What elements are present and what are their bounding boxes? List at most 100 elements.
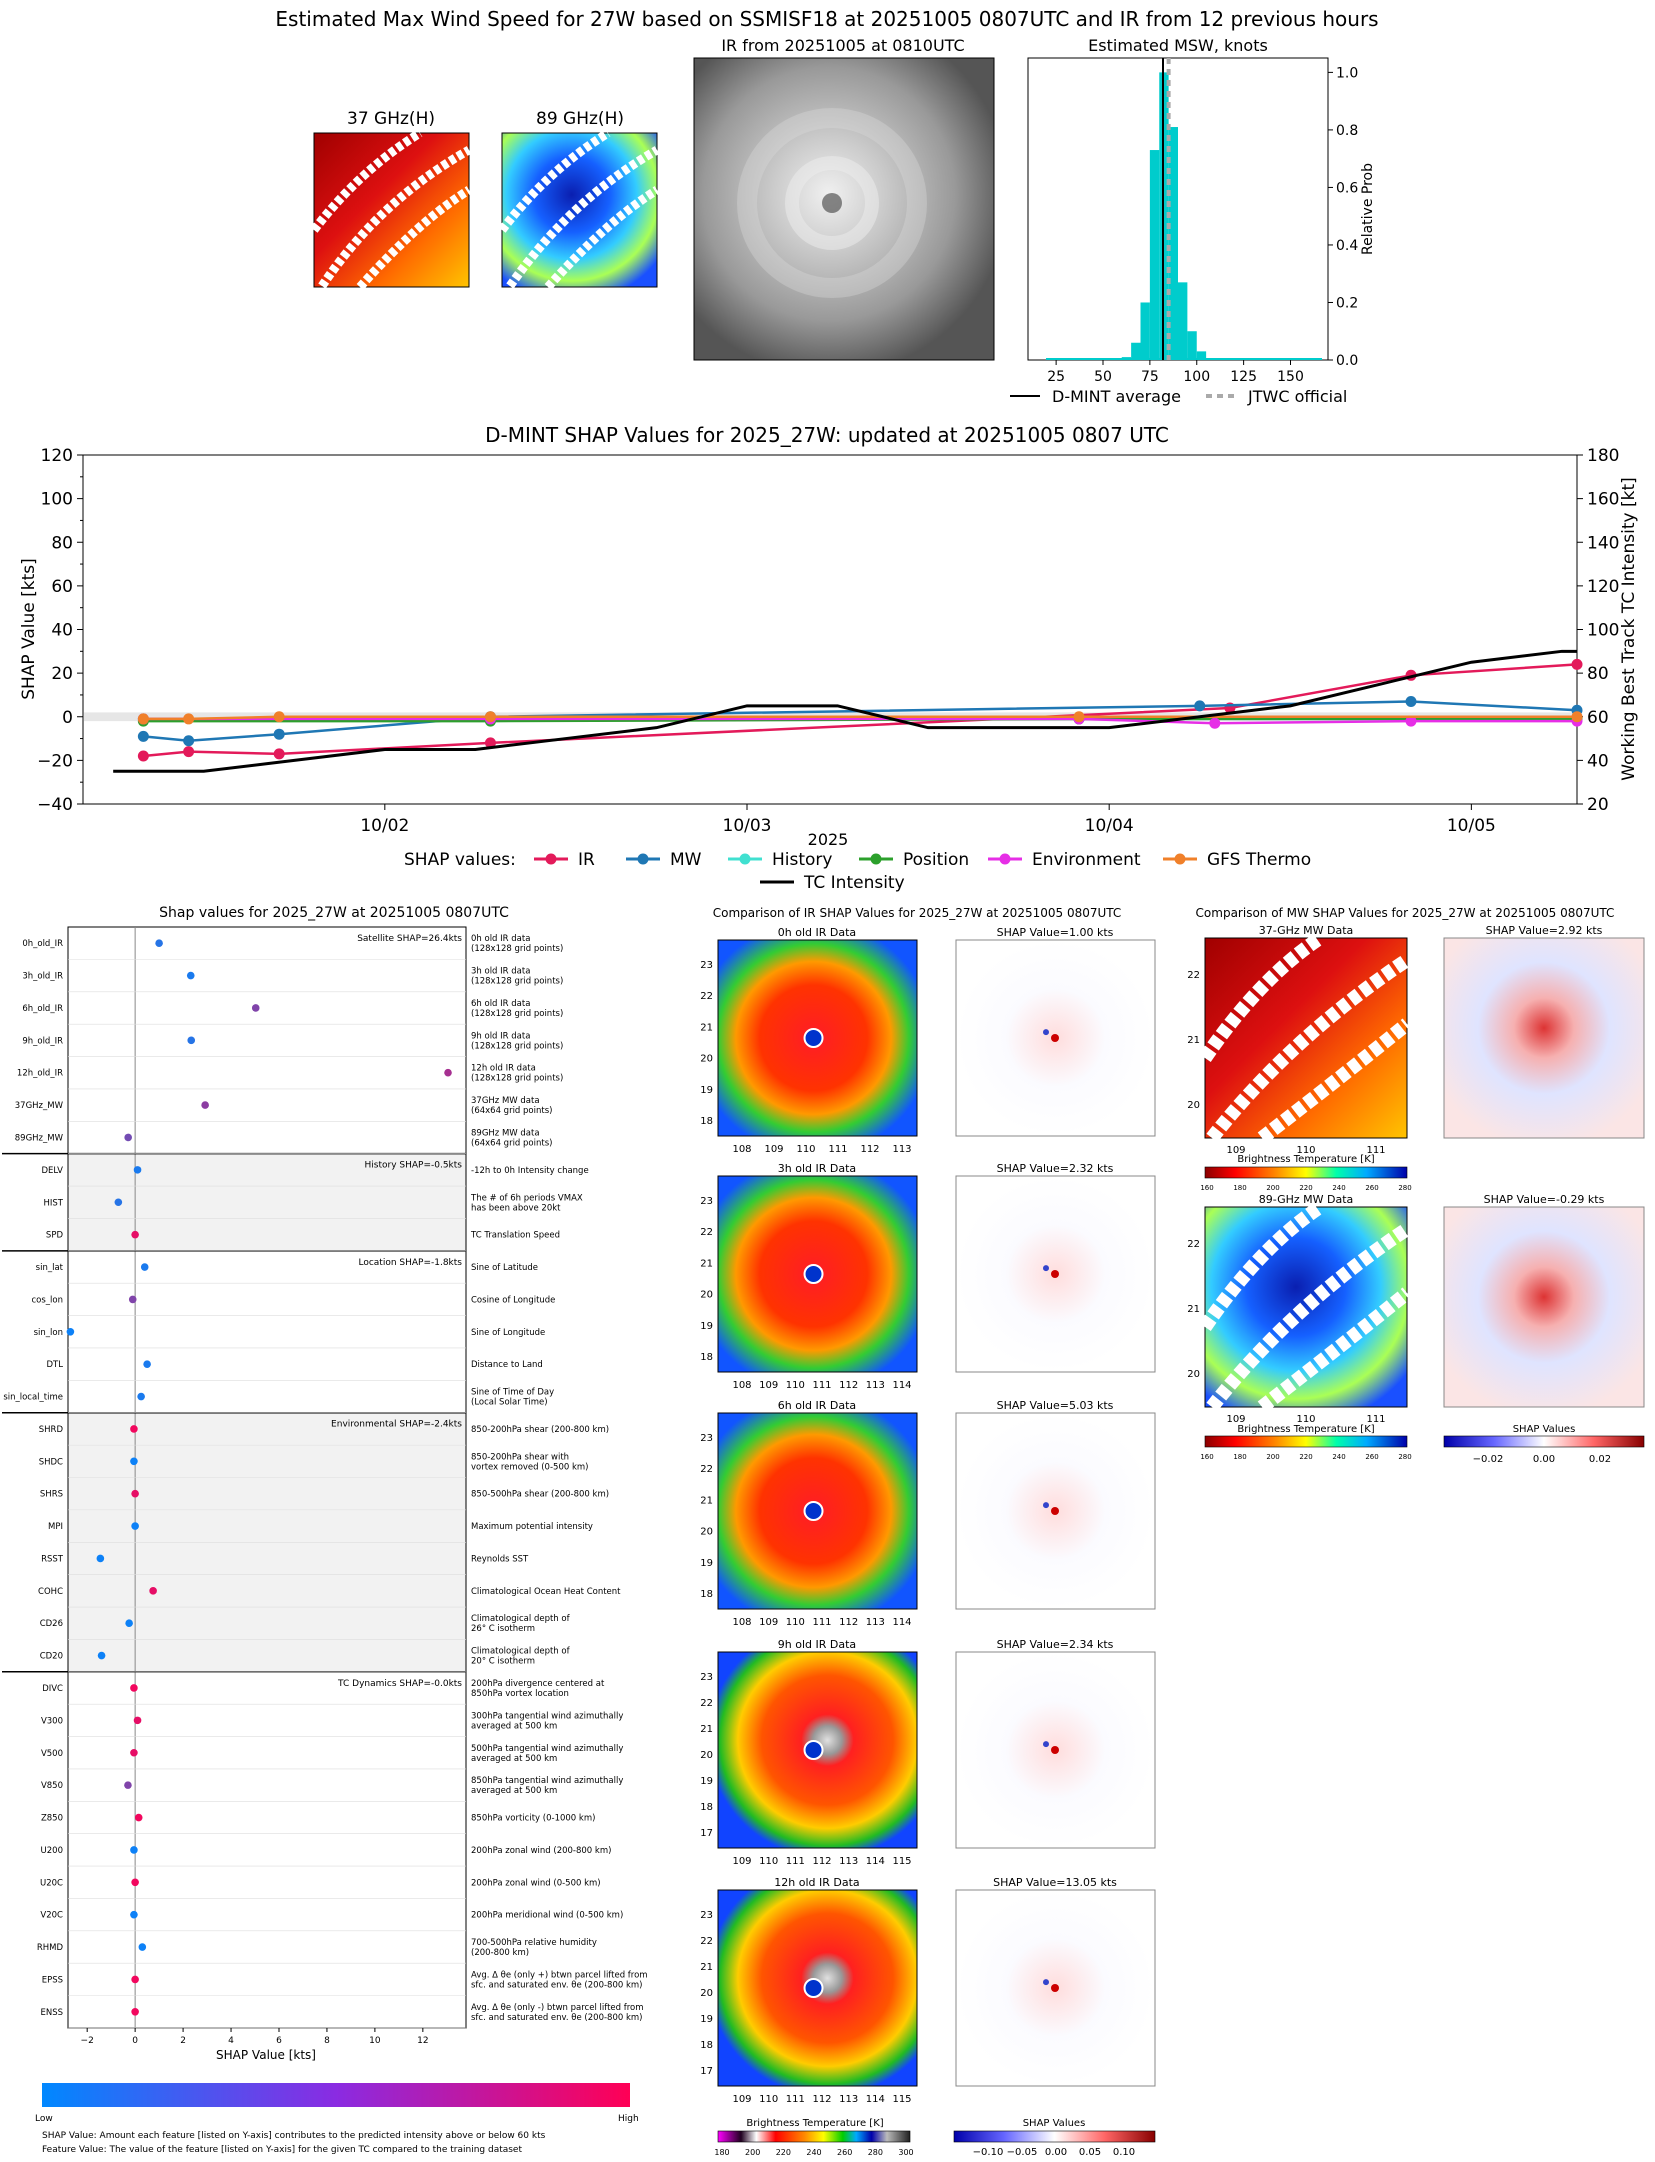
bee-feature-desc: Sine of Longitude [471,1328,545,1338]
ir-shap-label: SHAP Value=13.05 kts [993,1876,1117,1889]
ts-point-ir [137,750,149,762]
ts-ytick2-label: 140 [1587,533,1619,553]
ir-ytick: 17 [700,1828,713,1839]
ir-xtick: 109 [759,1380,778,1391]
mw-shap-map-1 [1443,1206,1645,1408]
ir-shap-colorbar [953,2130,1156,2143]
mw-shap-cb-tick: 0.02 [1589,1454,1611,1465]
hist-ytick-label: 0.4 [1336,238,1358,254]
bee-feature-desc: 9h old IR data [471,1031,530,1041]
ts-ytick2-label: 60 [1587,708,1609,728]
mw89-thumbnail: 89 GHz(H) [498,109,660,291]
hist-xtick-label: 100 [1183,369,1210,385]
mw-gap-a [1206,954,1411,1143]
ir-colorbar [717,2130,911,2143]
hist-ytick-label: 1.0 [1336,65,1358,81]
bee-feature-name: CD26 [40,1619,63,1629]
hist-ytick-label: 0.0 [1336,353,1358,369]
bee-point-CD26 [125,1619,133,1628]
mw-shap-cb-label: SHAP Values [1513,1424,1576,1435]
bee-feature-name: 0h_old_IR [22,939,63,949]
ir-shap-cold-0 [1043,1029,1049,1036]
bee-feature-desc: 200hPa zonal wind (0-500 km) [471,1878,601,1888]
mw-cb-tick: 160 [1200,1184,1213,1192]
bee-feature-desc: 850hPa vortex location [471,1689,569,1699]
bee-feature-name: DIVC [42,1684,63,1694]
ts-point-ir [1571,658,1583,670]
mw-cb-tick: 200 [1266,1184,1279,1192]
ir-ytick: 22 [700,1227,713,1238]
ts-point-gfs-thermo [273,711,285,723]
bee-point-V500 [130,1748,138,1757]
ir-shap-cb-tick: −0.10 [973,2147,1004,2158]
ir-shap-label: SHAP Value=2.32 kts [997,1162,1114,1175]
ir-xtick: 114 [892,1380,911,1391]
bee-feature-name: DELV [41,1166,63,1176]
ir-xtick: 115 [892,2094,911,2105]
bee-feature-desc: The # of 6h periods VMAX [470,1193,583,1203]
mw37-title: 37 GHz(H) [347,109,435,129]
mw-colorbar-1 [1204,1166,1408,1179]
ir-xtick: 112 [839,1380,858,1391]
ir-cb-tick: 300 [898,2148,913,2157]
bee-feature-name: HIST [44,1198,64,1208]
hist-ytick-label: 0.8 [1336,123,1358,139]
mw-shap-label: SHAP Value=2.92 kts [1486,924,1603,937]
ts-title: D-MINT SHAP Values for 2025_27W: updated… [485,423,1169,447]
ts-ytick-label: 80 [51,533,73,553]
ir-ytick: 21 [700,1495,713,1506]
ir-title: IR from 20251005 at 0810UTC [721,36,964,55]
footnote-shap: SHAP Value: Amount each feature [listed … [42,2131,546,2141]
ir-xtick: 110 [796,1144,815,1155]
ts-ytick-label: −20 [37,751,73,771]
bee-feature-desc: 850hPa vorticity (0-1000 km) [471,1814,595,1824]
bee-feature-name: 9h_old_IR [22,1036,63,1046]
mw-cb-tick: 180 [1233,1184,1246,1192]
bee-feature-desc: -12h to 0h Intensity change [471,1166,589,1176]
ts-legend-marker [870,853,882,865]
ir-eye-1 [803,1264,824,1284]
bee-feature-desc: Distance to Land [471,1360,543,1370]
bee-feature-name: sin_lon [34,1328,63,1338]
mw-cb-label-2: Brightness Temperature [K] [1237,1424,1374,1435]
ts-point-gfs-thermo [1571,711,1583,723]
bee-feature-name: V500 [41,1749,63,1759]
bee-feature-desc: (128x128 grid points) [471,1009,563,1019]
ir-xtick: 110 [759,1856,778,1867]
ts-point-ir [183,746,195,758]
ir-shap-label: SHAP Value=2.34 kts [997,1638,1114,1651]
mw-cb-tick: 260 [1365,1453,1378,1461]
ts-legend-label: GFS Thermo [1207,850,1311,870]
ir-xtick: 109 [764,1144,783,1155]
bee-point-37GHz_MW [201,1101,209,1109]
bee-xtick-label: 0 [132,2036,138,2046]
ir-ytick: 21 [700,1022,713,1033]
ts-xtick-label: 10/02 [360,816,409,836]
ts-ytick2-label: 160 [1587,490,1619,510]
hist-legend: D-MINT average JTWC official [1010,387,1347,406]
ts-ytick-label: 100 [41,490,73,510]
bee-feature-name: RHMD [37,1943,64,1953]
mw-gap-a [1206,1223,1411,1412]
ir-xtick: 108 [732,1617,751,1628]
ir-ytick: 18 [700,2040,713,2051]
hist-bar-100 [1196,351,1207,360]
ts-point-gfs-thermo [137,713,149,725]
hist-xticks: 25 50 75 100 125 150 [1047,360,1304,385]
bee-feature-desc: 700-500hPa relative humidity [471,1938,597,1948]
bee-point-sin_lat [140,1263,149,1271]
bee-feature-desc: 3h old IR data [471,967,530,977]
bee-feature-desc: Climatological depth of [471,1647,571,1657]
ts-legend-label: Environment [1032,850,1141,870]
ir-shap-cold-4 [1043,1979,1049,1986]
mw-ytick: 21 [1187,1304,1200,1315]
ir-eye-2 [803,1501,824,1521]
mw-ytick: 21 [1187,1035,1200,1046]
bee-feature-desc: 200hPa zonal wind (200-800 km) [471,1846,611,1856]
ir-cb-tick: 280 [868,2148,883,2157]
ts-ytick2-label: 100 [1587,621,1619,641]
ir-panel-label: 9h old IR Data [778,1638,856,1651]
ts-point-gfs-thermo [183,713,195,725]
bee-feature-desc: (128x128 grid points) [471,977,563,987]
bee-feature-name: V20C [40,1911,63,1921]
